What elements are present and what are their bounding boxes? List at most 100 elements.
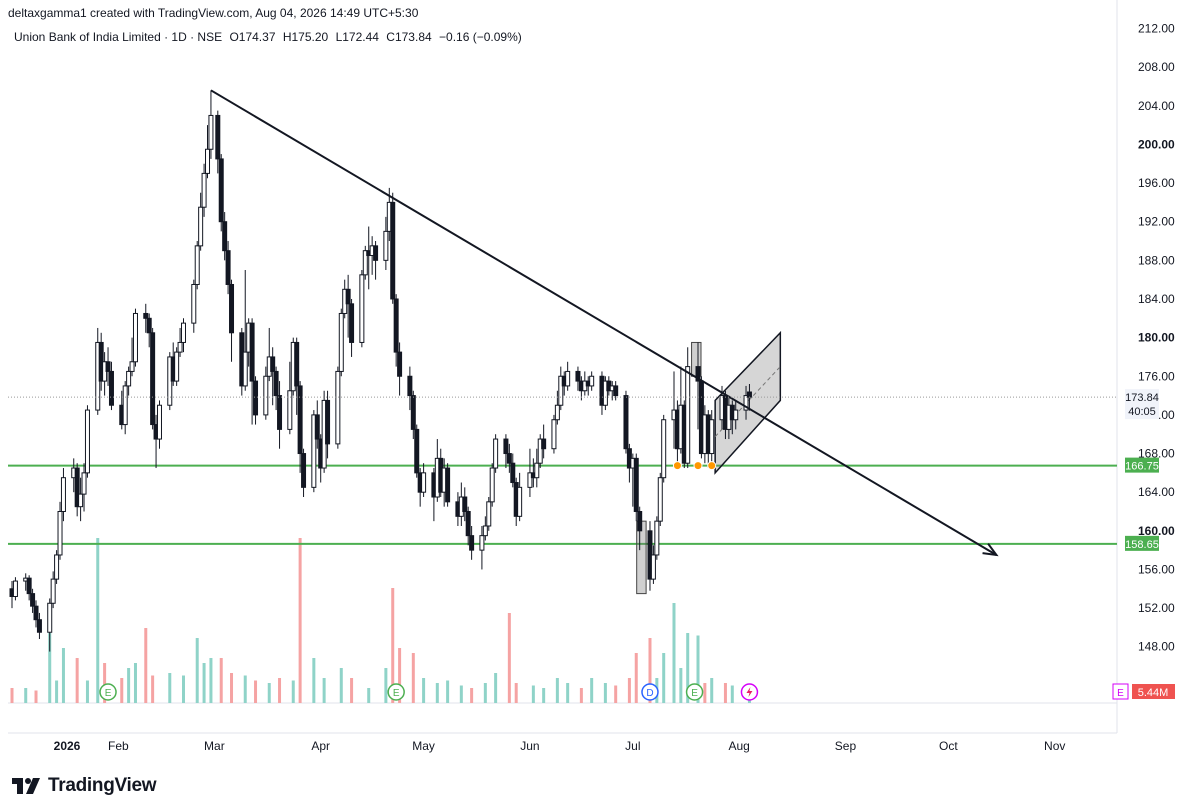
candle-body [565, 370, 571, 387]
candle-body [12, 580, 18, 598]
countdown-label: 40:05 [1128, 406, 1156, 418]
touch-marker [672, 461, 682, 471]
candle-body [503, 438, 509, 455]
candle-body [589, 375, 595, 387]
candle-body [506, 453, 512, 464]
price-chart[interactable]: 212.00 208.00 204.00 200.00 196.00 192.00 188.… [0, 0, 1199, 770]
legend-close: C173.84 [386, 30, 432, 44]
event-letter: E [105, 688, 112, 699]
y-tick-label: 164.00 [1138, 485, 1175, 499]
volume-bar [542, 688, 546, 703]
y-tick-label: 160.00 [1138, 524, 1175, 538]
candle-body [242, 351, 248, 387]
candle-body [469, 535, 475, 551]
volume-bar [48, 633, 52, 703]
volume-bar [61, 648, 65, 703]
candle-body [602, 380, 608, 406]
y-tick-label: 204.00 [1138, 99, 1175, 113]
volume-bar [182, 675, 185, 703]
tradingview-logo[interactable]: TradingView [12, 775, 157, 797]
volume-bar [278, 678, 282, 703]
level-price-label-bg [1125, 457, 1159, 473]
volume-bar [219, 658, 223, 703]
candle-body [517, 486, 523, 517]
candle-body [270, 356, 276, 372]
candle-body [695, 366, 701, 382]
symbol-legend: Union Bank of India Limited · 1D · NSE O… [14, 30, 526, 44]
candle-body [218, 158, 224, 223]
candle-body [338, 312, 344, 372]
volume-bar [730, 685, 734, 703]
tradingview-logo-icon [12, 778, 40, 794]
volume-bar [55, 680, 59, 703]
candle-body [253, 380, 259, 416]
candle-body [249, 322, 255, 382]
candle-body [132, 312, 138, 363]
highlight-box [636, 520, 647, 595]
candle-body [445, 467, 451, 503]
candle-body [177, 341, 183, 353]
x-tick-label: Oct [939, 739, 958, 753]
candle-body [36, 619, 42, 633]
chart-credit: deltaxgamma1 created with TradingView.co… [8, 6, 419, 20]
x-tick-label: Sep [835, 739, 857, 753]
volume-label: 5.44M [1138, 687, 1169, 699]
candle-body [397, 351, 403, 377]
y-tick-label: 184.00 [1138, 292, 1175, 306]
candle-body [54, 554, 60, 580]
candle-body [129, 361, 135, 372]
event-letter: D [646, 688, 653, 699]
candle-body [314, 414, 320, 440]
volume-bar [298, 538, 302, 703]
volume-bar [459, 685, 463, 703]
legend-change: −0.16 (−0.09%) [439, 30, 522, 44]
touch-marker [693, 461, 703, 471]
candle-body [156, 404, 162, 440]
volume-bar [614, 685, 618, 703]
volume-bar [350, 678, 354, 703]
volume-bar [672, 603, 676, 703]
candle-body [733, 409, 739, 421]
candle-body [510, 462, 516, 484]
legend-low: L172.44 [335, 30, 379, 44]
volume-bar [566, 683, 570, 703]
level-price-label: 166.75 [1125, 461, 1159, 473]
candle-body [81, 472, 87, 495]
candle-body [122, 385, 128, 426]
candle-body [489, 467, 495, 503]
candle-body [26, 577, 32, 595]
candle-body [685, 366, 691, 464]
y-tick-label: 188.00 [1138, 253, 1175, 267]
candle-body [650, 554, 656, 580]
y-tick-label: 192.00 [1138, 215, 1175, 229]
x-tick-label: Jun [520, 739, 539, 753]
volume-bar [662, 653, 666, 703]
bolt-icon [746, 687, 753, 697]
candle-body [657, 477, 663, 522]
y-tick-label: 212.00 [1138, 22, 1175, 36]
legend-high: H175.20 [282, 30, 329, 44]
candle-body [150, 332, 156, 426]
candle-body [421, 472, 427, 493]
candle-body [637, 511, 643, 532]
candle-body [359, 274, 365, 343]
volume-bar [151, 675, 155, 703]
volume-bar [627, 678, 631, 703]
symbol-name[interactable]: Union Bank of India Limited · 1D · NSE [14, 30, 223, 44]
candle-body [277, 395, 283, 430]
volume-bar [291, 680, 295, 703]
candle-body [746, 391, 752, 398]
touch-marker [707, 461, 717, 471]
candle-body [345, 288, 351, 305]
volume-bar [322, 678, 326, 703]
volume-bar [120, 678, 124, 703]
candle-body [205, 148, 211, 174]
candle-body [537, 438, 543, 464]
candle-body [287, 390, 293, 430]
event-letter: E [691, 688, 698, 699]
candle-body [33, 605, 39, 621]
volume-bar [127, 668, 131, 703]
candle-body [709, 419, 715, 455]
candle-body [661, 419, 667, 479]
volume-bar [422, 678, 426, 703]
